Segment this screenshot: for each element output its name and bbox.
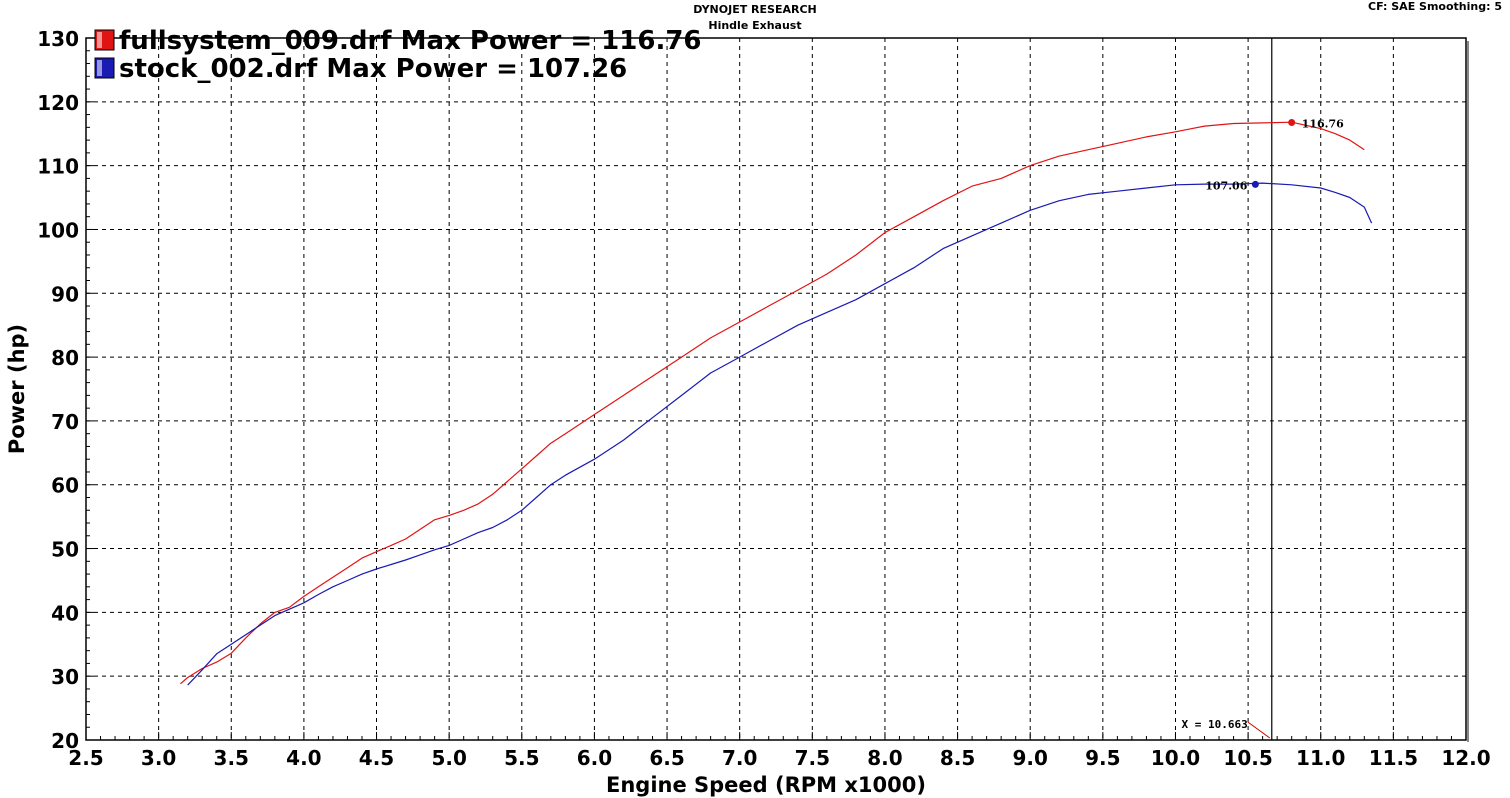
x-tick-label: 10.0: [1151, 746, 1200, 770]
y-tick-label: 80: [51, 346, 79, 370]
y-tick-label: 120: [37, 91, 79, 115]
x-tick-label: 12.0: [1441, 746, 1490, 770]
x-tick-label: 11.5: [1369, 746, 1418, 770]
x-axis-tick-labels: 2.5 3.0 3.5 4.0 4.5 5.0 5.5 6.0 6.5 7.0 7.5 8.0 8.5 9…: [68, 746, 1490, 770]
x-tick-label: 5.5: [504, 746, 539, 770]
y-tick-label: 60: [51, 474, 79, 498]
peak-marker-fullsystem: [1288, 119, 1295, 126]
peak-label-fullsystem: 116.76: [1302, 117, 1344, 130]
peak-label-stock: 107.06: [1205, 179, 1247, 192]
x-tick-label: 5.0: [431, 746, 466, 770]
y-axis-label: Power (hp): [5, 324, 29, 454]
legend-swatch-highlight: [97, 60, 102, 76]
x-axis-label: Engine Speed (RPM x1000): [606, 773, 926, 797]
y-tick-label: 40: [51, 601, 79, 625]
y-tick-label: 70: [51, 410, 79, 434]
x-tick-label: 6.0: [577, 746, 612, 770]
y-tick-label: 100: [37, 218, 79, 242]
y-tick-label: 130: [37, 27, 79, 51]
x-tick-label: 11.0: [1296, 746, 1345, 770]
x-tick-label: 6.5: [649, 746, 684, 770]
x-tick-label: 8.0: [867, 746, 902, 770]
x-tick-label: 3.0: [141, 746, 176, 770]
x-tick-label: 4.5: [359, 746, 394, 770]
legend: fullsystem_009.drf Max Power = 116.76sto…: [95, 26, 702, 84]
x-tick-label: 4.0: [286, 746, 321, 770]
x-tick-label: 9.0: [1012, 746, 1047, 770]
y-tick-label: 20: [51, 729, 79, 753]
x-tick-label: 7.0: [722, 746, 757, 770]
cursor-readout: X = 10.663: [1182, 718, 1248, 731]
y-tick-label: 30: [51, 665, 79, 689]
x-tick-label: 8.5: [940, 746, 975, 770]
x-tick-label: 3.5: [214, 746, 249, 770]
y-axis-tick-labels: 20 30 40 50 60 70 80 90 100 110 120 130: [37, 27, 79, 753]
legend-label: fullsystem_009.drf Max Power = 116.76: [119, 26, 702, 56]
x-tick-label: 10.5: [1223, 746, 1272, 770]
y-tick-label: 50: [51, 538, 79, 562]
x-tick-label: 9.5: [1085, 746, 1120, 770]
legend-swatch-highlight: [97, 32, 102, 48]
legend-label: stock_002.drf Max Power = 107.26: [119, 54, 627, 84]
y-tick-label: 110: [37, 155, 79, 179]
x-tick-label: 7.5: [795, 746, 830, 770]
y-tick-label: 90: [51, 282, 79, 306]
peak-marker-stock: [1252, 181, 1259, 188]
plot-area: [86, 38, 1466, 740]
